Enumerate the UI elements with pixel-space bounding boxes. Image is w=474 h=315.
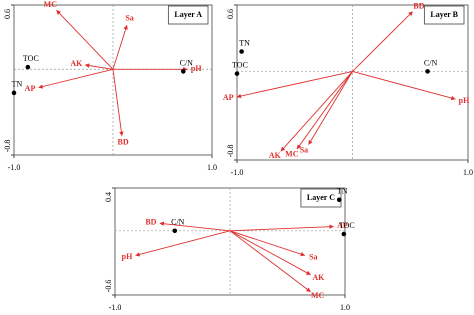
y-tick-label: 0.6 <box>3 9 12 19</box>
arrow <box>308 71 353 145</box>
panel: -1.0 1.0 -0.6 0.4 Layer C BD AP pH Sa AK MC C/N TN TO… <box>104 187 355 312</box>
point <box>341 231 347 237</box>
panel-title: Layer C <box>307 193 335 202</box>
arrow-label: pH <box>191 64 202 73</box>
point <box>234 71 240 76</box>
x-tick-label: 1.0 <box>340 303 350 312</box>
arrow-label: BD <box>413 2 424 11</box>
point <box>336 197 342 203</box>
title-box <box>300 188 342 208</box>
x-tick-label: -1.0 <box>109 303 122 312</box>
arrow-label: MC <box>311 291 325 300</box>
arrow-label: BD <box>145 217 156 226</box>
arrow-label: pH <box>459 96 470 105</box>
arrow-label: AK <box>70 59 83 68</box>
arrow <box>38 68 114 89</box>
arrow-label: MC <box>44 0 58 9</box>
point-label: TN <box>12 80 23 89</box>
arrow-label: AK <box>269 151 282 160</box>
y-tick-label: 0.4 <box>104 192 113 202</box>
arrow-label: AP <box>337 221 348 230</box>
title-box <box>167 5 209 25</box>
y-tick-label: 0.6 <box>226 9 235 19</box>
point <box>425 69 430 74</box>
arrow <box>229 224 334 232</box>
point-label: C/N <box>424 58 438 67</box>
point <box>172 228 178 234</box>
point-label: TOC <box>339 221 355 230</box>
point-label: TOC <box>232 60 248 69</box>
point <box>180 69 186 74</box>
arrow-label: Sa <box>300 145 308 154</box>
y-tick-label: -0.6 <box>104 280 113 293</box>
title-box <box>423 5 465 25</box>
x-tick-label: -1.0 <box>8 163 21 172</box>
x-tick-label: 1.0 <box>207 163 217 172</box>
x-tick-label: -1.0 <box>231 168 244 177</box>
arrow <box>229 230 311 276</box>
point-label: C/N <box>180 58 194 67</box>
arrow <box>84 63 114 70</box>
arrow <box>112 24 128 70</box>
plot-frame <box>13 4 213 156</box>
arrow-label: BD <box>118 137 129 146</box>
arrow <box>296 71 353 150</box>
arrow <box>352 70 456 101</box>
y-tick-label: -0.8 <box>3 140 12 153</box>
arrow-label: AP <box>223 93 234 102</box>
point <box>25 64 31 70</box>
point <box>239 49 244 54</box>
arrow <box>352 11 413 72</box>
arrow-label: Sa <box>309 252 317 261</box>
arrow <box>112 69 124 137</box>
point-label: TN <box>337 187 348 196</box>
arrow <box>159 221 231 232</box>
x-tick-label: 1.0 <box>463 168 473 177</box>
point-label: C/N <box>171 218 185 227</box>
panel-title: Layer A <box>174 10 202 19</box>
arrow-label: pH <box>122 252 133 261</box>
point-label: TOC <box>23 54 39 63</box>
y-tick-label: -0.8 <box>226 145 235 158</box>
point-label: TN <box>239 38 250 47</box>
arrow <box>56 10 114 70</box>
arrow <box>229 230 311 293</box>
arrow <box>229 230 306 257</box>
panel: -1.0 1.0 -0.8 0.6 Layer A MC Sa AK AP BD pH TOC TN C/… <box>3 0 217 172</box>
arrow <box>135 230 231 257</box>
arrow-label: MC <box>285 149 299 158</box>
arrow <box>280 71 353 152</box>
arrow <box>236 70 353 99</box>
arrow-label: Sa <box>125 14 133 23</box>
panel-title: Layer B <box>430 10 458 19</box>
arrow-label: AK <box>312 273 325 282</box>
arrow-label: AP <box>25 84 36 93</box>
point <box>11 90 17 96</box>
